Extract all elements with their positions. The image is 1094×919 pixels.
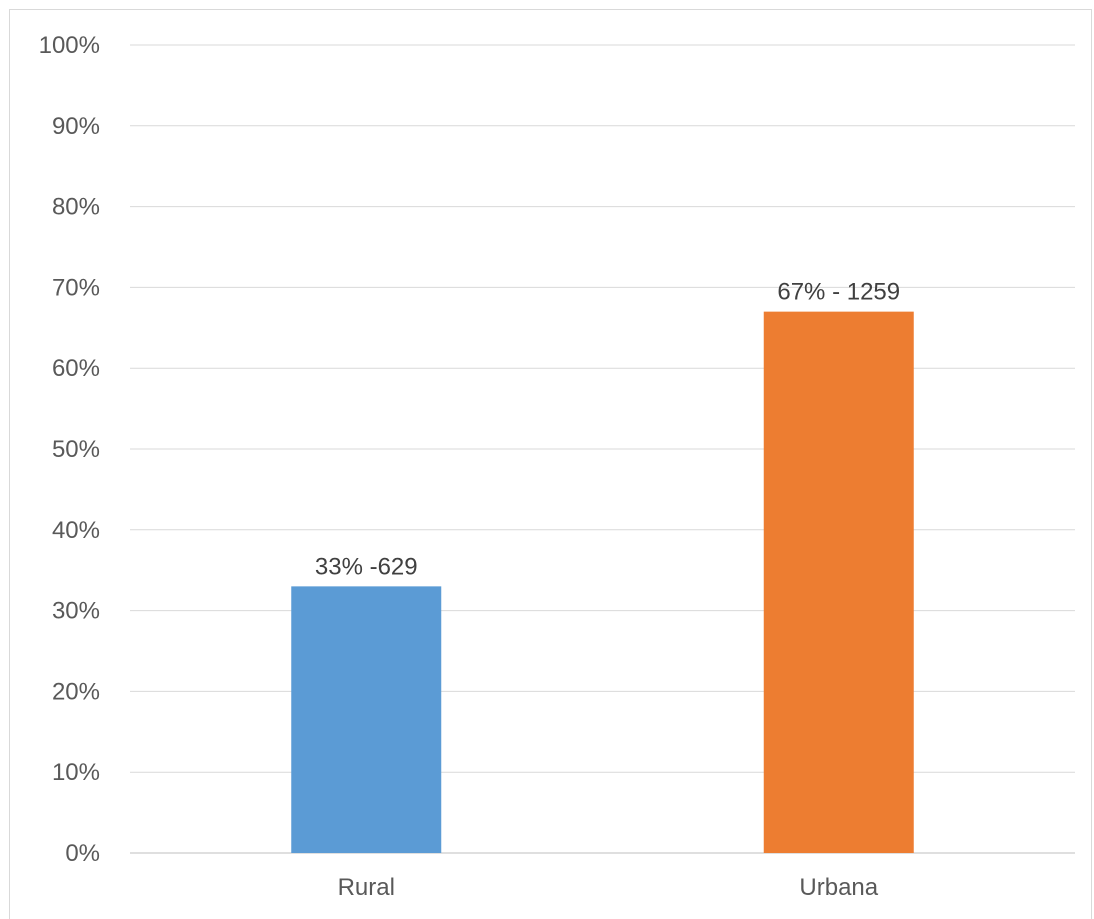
y-tick-label: 100% (39, 32, 100, 59)
y-tick-label: 40% (52, 517, 100, 544)
y-tick-label: 50% (52, 436, 100, 463)
y-tick-label: 90% (52, 113, 100, 140)
y-tick-label: 20% (52, 678, 100, 705)
x-tick-label-rural: Rural (338, 874, 395, 901)
bar-rural (291, 586, 442, 853)
y-tick-label: 10% (52, 759, 100, 786)
data-label-urbana: 67% - 1259 (777, 279, 900, 306)
x-tick-label-urbana: Urbana (799, 874, 878, 901)
x-axis-tick-labels: Rural Urbana (338, 874, 879, 901)
y-tick-label: 70% (52, 274, 100, 301)
y-axis-tick-labels: 0% 10% 20% 30% 40% 50% 60% 70% 80% 90% 100% (39, 32, 100, 867)
data-labels: 33% -629 67% - 1259 (315, 279, 900, 581)
y-tick-label: 60% (52, 355, 100, 382)
data-label-rural: 33% -629 (315, 553, 418, 580)
chart-frame (9, 9, 1092, 919)
gridlines (130, 44, 1075, 854)
bars (291, 311, 914, 853)
bar-urbana (763, 311, 914, 853)
y-tick-label: 80% (52, 194, 100, 221)
y-tick-label: 0% (65, 840, 100, 867)
y-tick-label: 30% (52, 598, 100, 625)
